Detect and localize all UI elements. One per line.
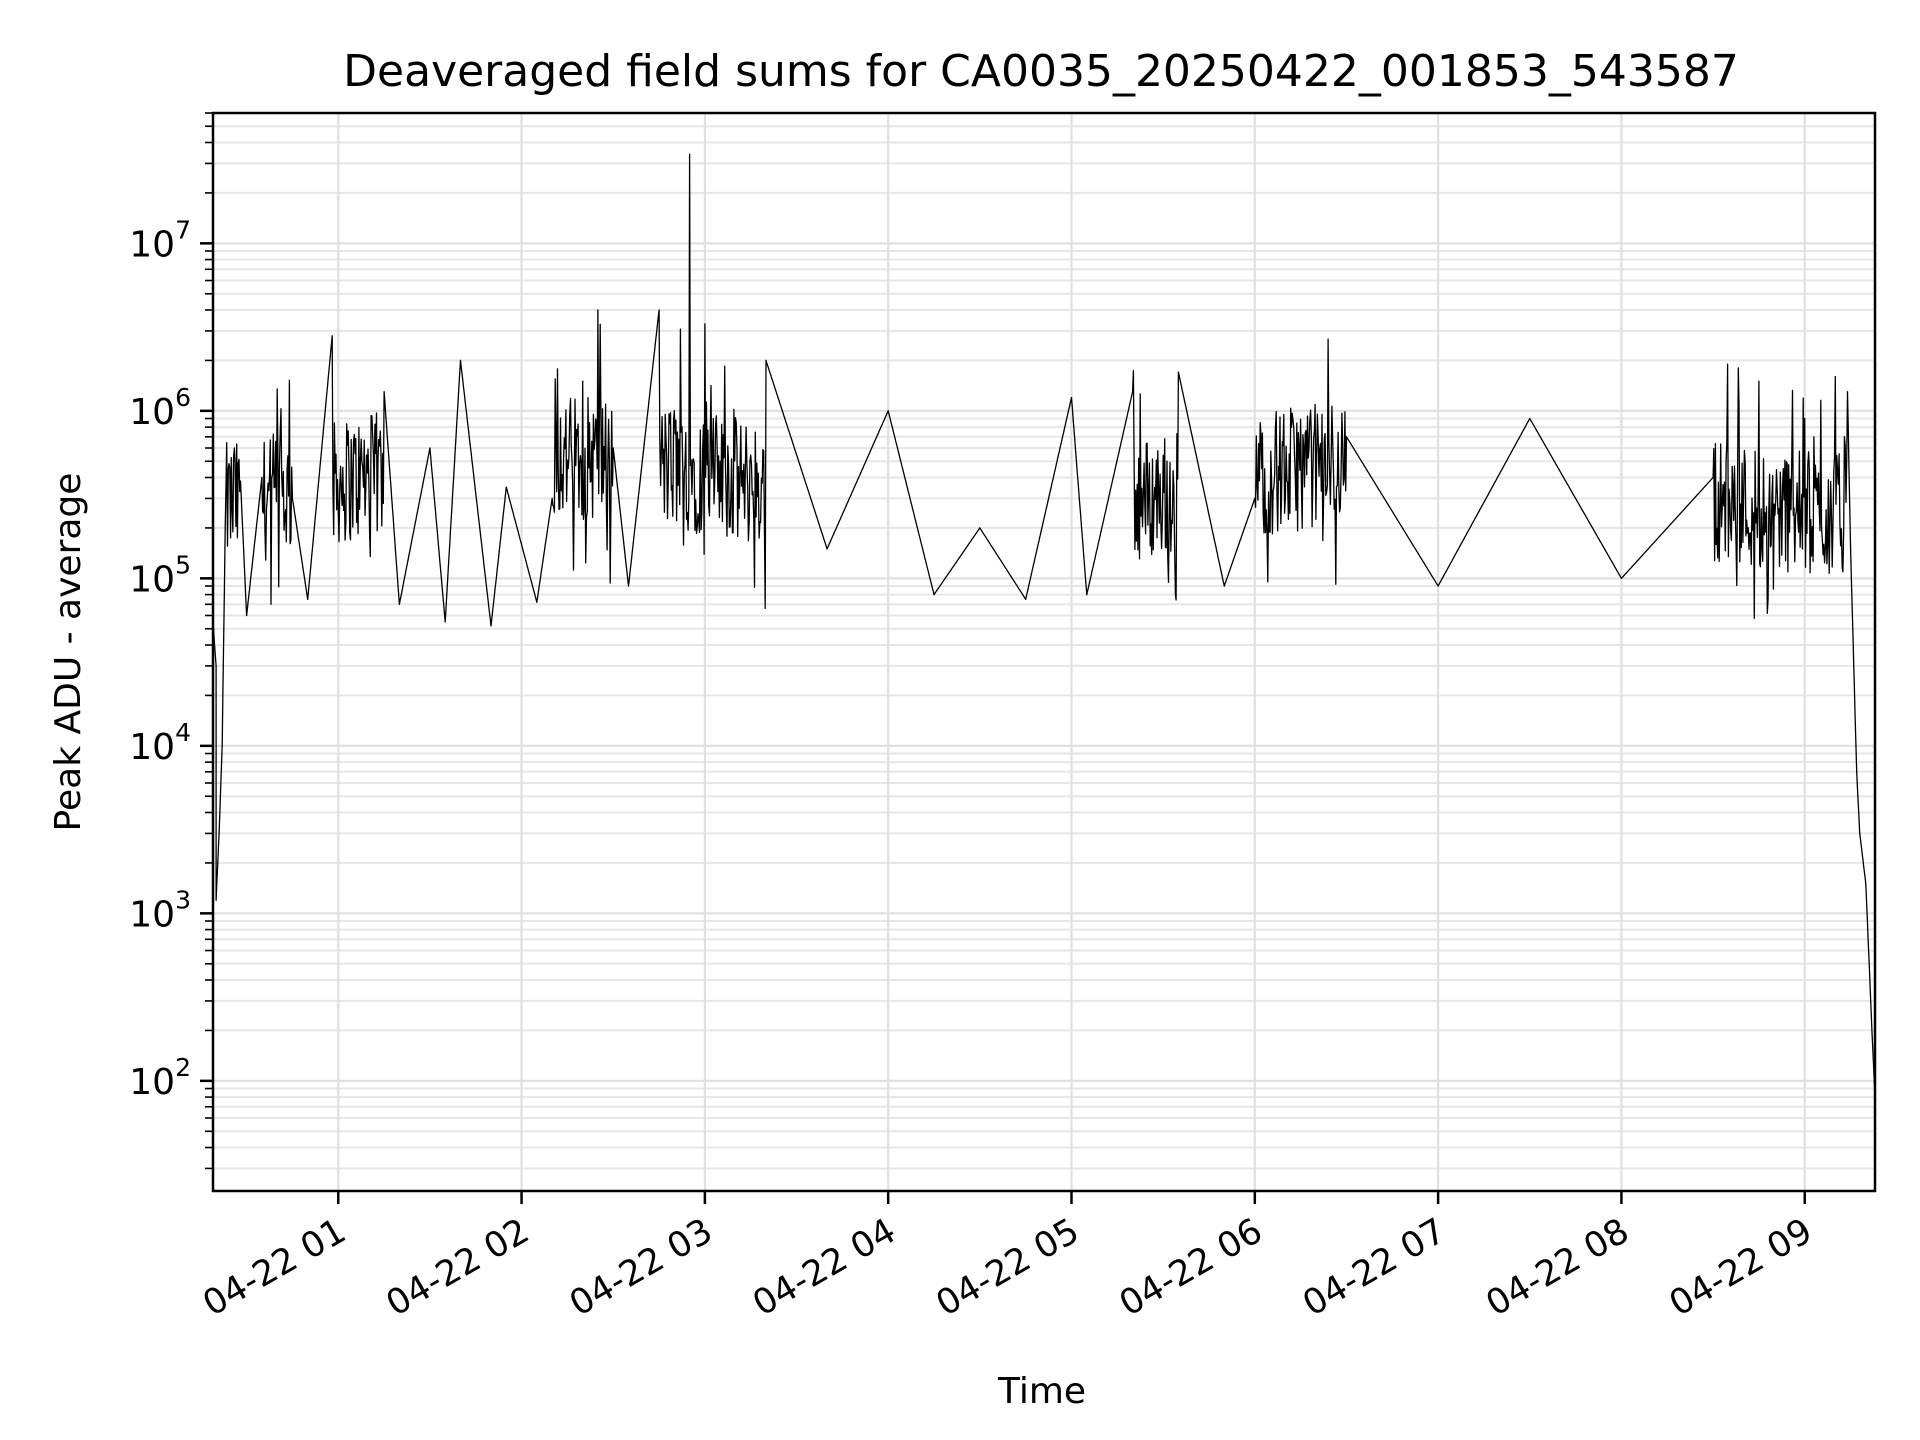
data-point xyxy=(1859,832,1861,835)
data-point xyxy=(689,153,691,155)
data-point xyxy=(1223,585,1225,587)
data-point xyxy=(673,410,675,412)
data-point xyxy=(307,598,309,600)
data-point xyxy=(765,359,767,361)
data-point xyxy=(1758,380,1760,382)
x-tick-label: 04-22 07 xyxy=(1296,1211,1452,1324)
data-point xyxy=(233,447,235,449)
data-point xyxy=(1865,883,1867,885)
data-point xyxy=(979,527,981,529)
data-point xyxy=(1843,436,1845,438)
data-point xyxy=(224,527,226,529)
data-point xyxy=(1712,476,1714,479)
x-axis-label: Time xyxy=(997,1371,1086,1412)
y-tick-label: 104 xyxy=(129,718,191,768)
y-tick-label: 103 xyxy=(129,885,191,935)
data-point xyxy=(383,391,385,393)
x-tick-label: 04-22 03 xyxy=(563,1211,719,1324)
data-point xyxy=(1025,598,1027,600)
data-point xyxy=(429,447,431,449)
data-point xyxy=(490,625,492,627)
data-point xyxy=(218,832,220,835)
x-tick-label: 04-22 01 xyxy=(196,1211,352,1324)
data-point xyxy=(1070,397,1073,399)
data-point xyxy=(505,486,507,488)
data-point xyxy=(459,359,462,361)
x-tick-label: 04-22 02 xyxy=(380,1211,536,1324)
chart-title: Deaveraged field sums for CA0035_2025042… xyxy=(343,46,1739,97)
data-point xyxy=(368,476,370,479)
data-point xyxy=(826,548,828,550)
data-point xyxy=(331,335,333,337)
data-point xyxy=(1177,371,1179,373)
data-point xyxy=(1437,585,1439,587)
data-point xyxy=(1846,391,1849,393)
data-point xyxy=(246,614,248,617)
data-point xyxy=(1850,548,1852,550)
data-point xyxy=(887,410,889,412)
data-point xyxy=(215,665,217,667)
x-tick-label: 04-22 08 xyxy=(1480,1211,1636,1324)
data-point xyxy=(1132,391,1134,393)
data-point xyxy=(444,621,446,623)
data-point xyxy=(933,594,935,596)
data-point xyxy=(1871,1029,1873,1031)
data-point xyxy=(1834,376,1836,378)
data-point xyxy=(704,323,706,325)
series-line xyxy=(212,153,1876,1098)
data-point xyxy=(1086,594,1088,596)
data-point xyxy=(1529,417,1531,420)
y-axis-label: Peak ADU - average xyxy=(48,473,89,832)
grid xyxy=(213,112,1875,1191)
data-point xyxy=(261,476,263,479)
data-point xyxy=(719,460,721,462)
data-point xyxy=(658,309,660,311)
data-point xyxy=(221,745,223,747)
x-tick-label: 04-22 09 xyxy=(1663,1211,1819,1324)
x-tick-label: 04-22 06 xyxy=(1113,1211,1269,1324)
data-point xyxy=(1620,577,1622,579)
data-point xyxy=(398,603,400,605)
y-tick-label: 107 xyxy=(129,215,191,265)
data-point xyxy=(1804,417,1806,420)
data-point xyxy=(551,497,553,499)
y-tick-label: 106 xyxy=(129,383,191,433)
y-tick-label: 102 xyxy=(129,1053,191,1103)
data-point xyxy=(227,468,229,470)
data-point xyxy=(291,497,293,499)
data-point xyxy=(536,601,538,603)
data-point xyxy=(582,380,584,382)
x-tick-label: 04-22 04 xyxy=(746,1211,902,1324)
data-point xyxy=(1254,497,1256,499)
data-point xyxy=(612,447,614,449)
y-tick-label: 105 xyxy=(129,550,191,600)
data-point xyxy=(597,309,599,311)
data-point xyxy=(215,899,217,901)
x-axis: 04-22 01 04-22 02 04-22 03 04-22 04 04-22 05… xyxy=(196,1191,1819,1324)
data-point xyxy=(627,585,630,587)
data-point xyxy=(1345,436,1348,438)
plot-frame xyxy=(211,111,1877,1193)
data-point xyxy=(276,388,278,390)
data-point xyxy=(239,480,242,482)
y-axis: 102 103 104 105 106 107 xyxy=(129,112,213,1170)
plot-area xyxy=(212,153,1876,1098)
data-point xyxy=(1856,771,1858,773)
x-tick-label: 04-22 05 xyxy=(930,1211,1086,1324)
